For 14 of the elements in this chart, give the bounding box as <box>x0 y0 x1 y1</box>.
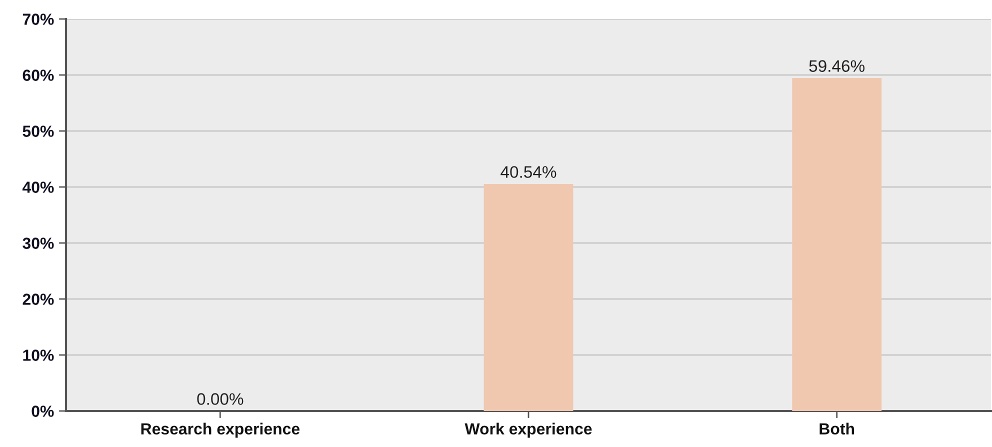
data-label: 0.00% <box>197 393 244 405</box>
data-label: 40.54% <box>500 166 556 178</box>
x-tick-label: Work experience <box>464 422 592 438</box>
y-tick-label: 50% <box>22 126 54 137</box>
y-tick-label: 30% <box>22 238 54 249</box>
x-tick-label: Research experience <box>141 422 300 438</box>
y-tick-label: 10% <box>23 350 54 361</box>
y-tick-label: 70% <box>22 14 54 25</box>
data-label: 59.46% <box>809 60 865 72</box>
y-tick-label: 40% <box>22 182 54 193</box>
x-tick-label: Both <box>820 422 854 435</box>
y-tick-label: 20% <box>22 294 54 305</box>
y-tick-label: 60% <box>22 70 54 81</box>
y-tick-label: 0% <box>32 406 54 417</box>
